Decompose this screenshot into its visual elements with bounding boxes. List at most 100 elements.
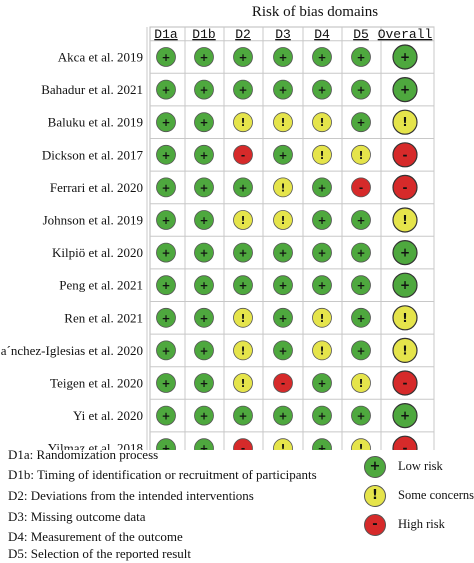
study-label: Akca et al. 2019 bbox=[58, 50, 143, 65]
judgement-some-dot bbox=[233, 340, 253, 361]
judgement-high-symbol: - bbox=[281, 378, 285, 390]
domain-header-overall: Overall bbox=[378, 27, 433, 42]
judgement-low-dot bbox=[194, 405, 214, 426]
judgement-low-symbol: + bbox=[162, 443, 171, 450]
legend-some-concerns-label: Some concerns bbox=[398, 488, 474, 502]
judgement-some-dot bbox=[351, 373, 371, 393]
definition-d5: D5: Selection of the reported result bbox=[8, 546, 192, 561]
judgement-low-dot bbox=[273, 340, 293, 361]
judgement-high-dot bbox=[392, 142, 418, 168]
judgement-low-symbol: + bbox=[357, 313, 366, 325]
judgement-low-dot bbox=[312, 210, 332, 230]
study-label: Ren et al. 2021 bbox=[64, 310, 143, 325]
judgement-low-dot bbox=[273, 47, 293, 67]
study-label: Teigen et al. 2020 bbox=[50, 376, 143, 391]
legend-high-risk: - High risk bbox=[364, 514, 474, 540]
judgement-low-dot bbox=[392, 44, 418, 70]
grid-title: Risk of bias domains bbox=[252, 4, 378, 20]
judgement-low-symbol: + bbox=[279, 313, 288, 325]
judgement-low-symbol: + bbox=[239, 411, 248, 423]
study-label: Johnson et al. 2019 bbox=[43, 213, 143, 228]
judgement-some-dot bbox=[273, 210, 293, 230]
judgement-low-symbol: + bbox=[200, 378, 209, 390]
judgement-low-dot bbox=[351, 275, 371, 296]
judgement-low-dot bbox=[273, 275, 293, 296]
domain-header-d1a: D1a bbox=[154, 27, 178, 42]
judgement-low-dot bbox=[233, 47, 253, 67]
judgement-low-dot bbox=[312, 242, 332, 263]
judgement-some-dot bbox=[312, 340, 332, 361]
judgement-low-dot bbox=[233, 177, 253, 198]
judgement-some-symbol: ! bbox=[320, 313, 325, 325]
judgement-low-dot bbox=[312, 79, 332, 100]
judgement-low-dot bbox=[156, 112, 176, 133]
judgement-some-dot bbox=[233, 373, 253, 393]
judgement-some-symbol: ! bbox=[281, 182, 286, 194]
judgement-some-dot bbox=[392, 207, 418, 233]
judgement-some-symbol: ! bbox=[241, 215, 246, 227]
judgement-low-dot bbox=[156, 210, 176, 230]
judgement-low-dot bbox=[194, 307, 214, 328]
judgement-low-dot bbox=[312, 373, 332, 393]
judgement-some-symbol: ! bbox=[241, 117, 246, 129]
judgement-low-symbol: + bbox=[400, 50, 410, 64]
judgement-high-symbol: - bbox=[403, 148, 408, 162]
judgement-low-symbol: + bbox=[318, 443, 327, 450]
judgement-low-symbol: + bbox=[162, 52, 171, 64]
judgement-low-dot bbox=[233, 405, 253, 426]
judgement-low-dot bbox=[351, 242, 371, 263]
judgement-some-dot bbox=[233, 307, 253, 328]
judgement-low-symbol: + bbox=[357, 411, 366, 423]
legend-low-risk: + Low risk bbox=[364, 456, 474, 482]
judgement-some-symbol: ! bbox=[402, 311, 407, 325]
judgement-low-dot bbox=[194, 79, 214, 100]
judgement-some-symbol: ! bbox=[320, 150, 325, 162]
judgement-low-dot bbox=[392, 76, 418, 103]
judgement-low-dot bbox=[273, 307, 293, 328]
judgement-low-dot bbox=[273, 144, 293, 165]
judgement-low-symbol: + bbox=[400, 409, 410, 423]
judgement-low-symbol: + bbox=[279, 411, 288, 423]
judgement-some-symbol: ! bbox=[241, 378, 246, 390]
judgement-low-dot bbox=[351, 79, 371, 100]
judgement-low-symbol: + bbox=[357, 215, 366, 227]
judgement-low-symbol: + bbox=[162, 215, 171, 227]
judgement-low-symbol: + bbox=[239, 85, 248, 97]
judgement-low-symbol: + bbox=[357, 280, 366, 292]
judgement-low-symbol: + bbox=[162, 313, 171, 325]
judgement-high-dot bbox=[233, 438, 253, 450]
study-label: Ferrari et al. 2020 bbox=[50, 180, 143, 195]
definition-d1b: D1b: Timing of identification or recruit… bbox=[8, 467, 317, 482]
judgement-low-dot bbox=[156, 242, 176, 263]
judgement-low-dot bbox=[351, 210, 371, 230]
judgement-high-dot bbox=[392, 370, 418, 396]
judgement-some-symbol: ! bbox=[402, 343, 407, 357]
domain-header-d4: D4 bbox=[314, 27, 330, 42]
judgement-low-symbol: + bbox=[162, 117, 171, 129]
judgement-low-symbol: + bbox=[239, 182, 248, 194]
judgement-low-dot bbox=[194, 210, 214, 230]
judgement-low-symbol: + bbox=[400, 278, 410, 292]
risk-of-bias-grid: Risk of bias domains D1a D1b D2 D3 D4 D5 Overa… bbox=[0, 4, 435, 450]
judgement-high-symbol: - bbox=[403, 376, 408, 390]
judgement-high-dot bbox=[392, 435, 418, 450]
judgement-high-dot bbox=[273, 373, 293, 393]
judgement-low-symbol: + bbox=[162, 248, 171, 260]
judgement-high-symbol: - bbox=[403, 441, 408, 450]
judgement-low-symbol: + bbox=[239, 280, 248, 292]
judgement-low-dot bbox=[233, 242, 253, 263]
judgement-low-symbol: + bbox=[279, 85, 288, 97]
judgement-some-dot bbox=[273, 177, 293, 198]
judgement-low-dot bbox=[156, 405, 176, 426]
study-label: Baluku et al. 2019 bbox=[48, 115, 143, 130]
judgement-low-symbol: + bbox=[279, 248, 288, 260]
judgement-low-symbol: + bbox=[162, 150, 171, 162]
judgement-low-dot bbox=[194, 438, 214, 450]
judgement-low-dot bbox=[351, 47, 371, 67]
judgement-low-symbol: + bbox=[200, 443, 209, 450]
judgement-low-dot bbox=[156, 177, 176, 198]
judgement-some-symbol: ! bbox=[359, 378, 364, 390]
judgement-low-symbol: + bbox=[200, 248, 209, 260]
judgement-low-dot bbox=[392, 403, 418, 429]
legend-high-risk-label: High risk bbox=[398, 517, 445, 531]
